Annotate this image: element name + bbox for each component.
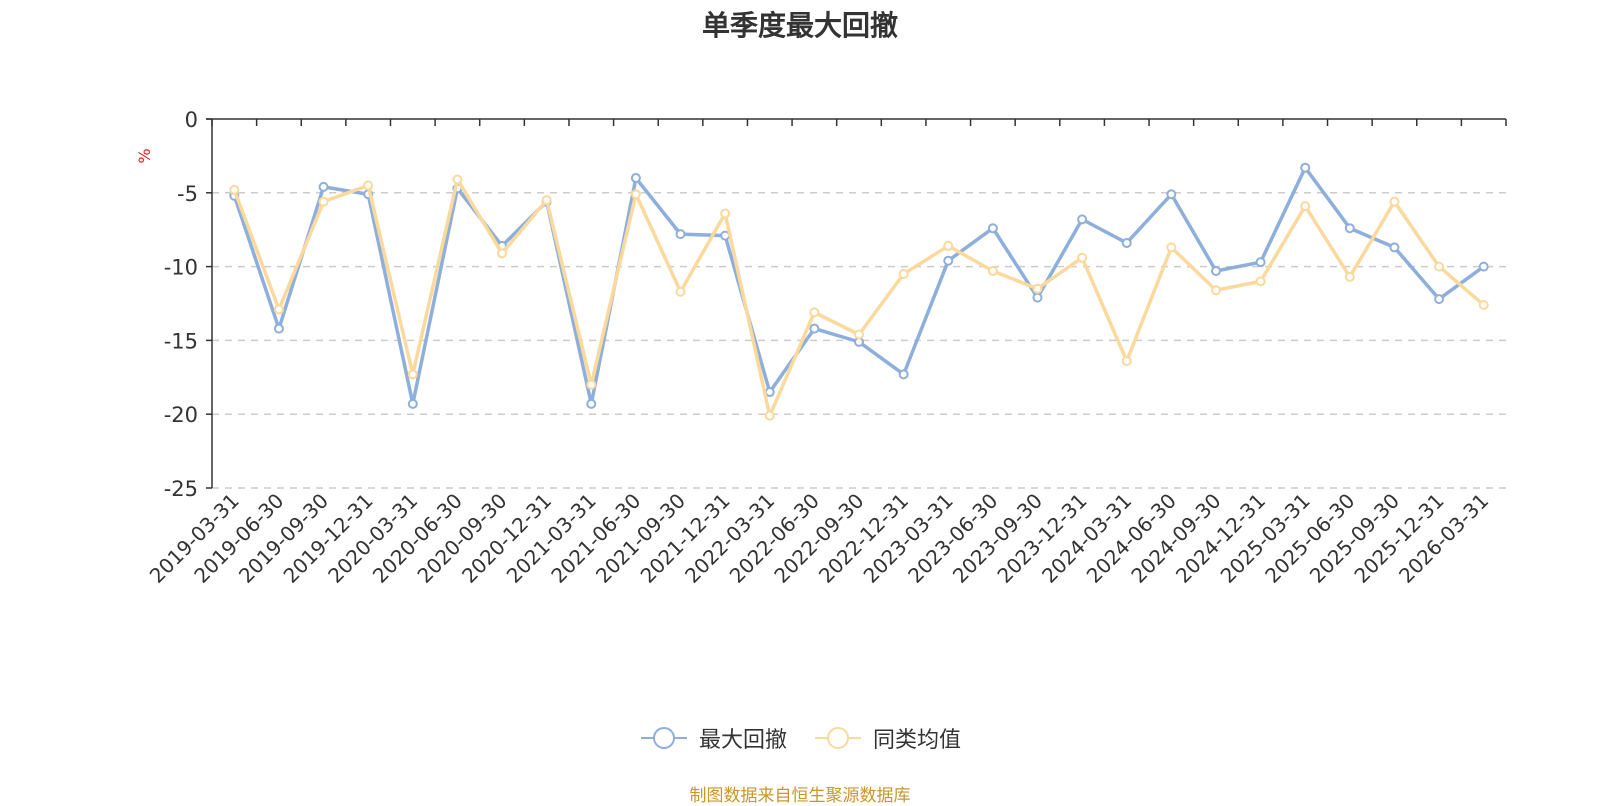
legend-label: 同类均值: [873, 728, 962, 753]
y-tick-label: 0: [185, 108, 198, 132]
data-point: [1121, 356, 1132, 367]
data-point: [1300, 162, 1311, 173]
series-lines: [229, 162, 1489, 421]
data-point: [854, 329, 864, 340]
data-point: [586, 379, 597, 390]
data-point: [1166, 242, 1177, 253]
legend-item-series-2[interactable]: 同类均值: [813, 722, 961, 754]
data-point: [1389, 196, 1400, 207]
data-point: [1032, 292, 1043, 303]
data-point: [407, 369, 418, 380]
data-point: [1210, 266, 1221, 277]
data-point: [273, 323, 284, 334]
source-note: 制图数据来自恒生聚源数据库: [689, 786, 911, 806]
data-point: [586, 398, 597, 409]
data-point: [630, 173, 641, 184]
data-point: [1300, 201, 1311, 212]
data-point: [452, 174, 463, 185]
legend-item-series-1[interactable]: 最大回撤: [639, 722, 787, 754]
data-point: [1255, 257, 1266, 268]
data-point: [318, 181, 329, 192]
data-point: [1344, 223, 1355, 234]
data-point: [1121, 237, 1132, 248]
y-tick-label: -10: [164, 256, 198, 280]
data-point: [1255, 276, 1266, 287]
series-1: [229, 162, 1489, 409]
data-point: [943, 240, 954, 251]
y-axis-unit-label: %: [135, 148, 154, 163]
data-point: [1434, 261, 1445, 272]
data-point: [987, 223, 998, 234]
data-point: [1478, 261, 1489, 272]
legend-marker-icon: [640, 727, 687, 749]
data-point: [675, 286, 686, 297]
data-point: [1166, 189, 1177, 200]
data-point: [497, 248, 508, 259]
data-point: [1210, 285, 1221, 296]
data-point: [720, 208, 731, 219]
data-point: [318, 196, 329, 207]
data-point: [1077, 214, 1088, 225]
data-point: [273, 304, 284, 315]
data-point: [809, 323, 820, 334]
y-tick-label: -15: [164, 329, 198, 353]
data-point: [987, 266, 998, 277]
data-point: [764, 410, 775, 421]
data-point: [809, 307, 820, 318]
data-point: [229, 184, 240, 195]
data-point: [1344, 271, 1355, 282]
chart-title: 单季度最大回撤: [701, 9, 898, 42]
y-tick-label: -5: [177, 182, 198, 206]
data-point: [898, 369, 909, 380]
data-point: [1478, 299, 1489, 310]
data-point: [898, 268, 909, 279]
data-point: [1389, 242, 1400, 253]
data-point: [1077, 252, 1088, 263]
data-point: [541, 195, 552, 206]
y-tick-label: -25: [164, 477, 198, 501]
data-point: [630, 189, 641, 200]
y-tick-label: -20: [164, 403, 198, 427]
legend-label: 最大回撤: [698, 728, 787, 753]
series-line: [232, 177, 1485, 418]
data-point: [1032, 283, 1043, 294]
legend: 最大回撤 同类均值: [0, 722, 1600, 754]
legend-marker-icon: [815, 727, 861, 749]
data-point: [943, 255, 954, 266]
series-2: [229, 174, 1489, 421]
data-point: [764, 387, 775, 398]
data-point: [675, 229, 686, 240]
axes: 0-5-10-15-20-252019-03-312019-06-302019-…: [145, 108, 1507, 588]
data-point: [1434, 294, 1445, 305]
data-point: [363, 180, 374, 191]
data-point: [407, 398, 418, 409]
series-line: [232, 165, 1485, 406]
